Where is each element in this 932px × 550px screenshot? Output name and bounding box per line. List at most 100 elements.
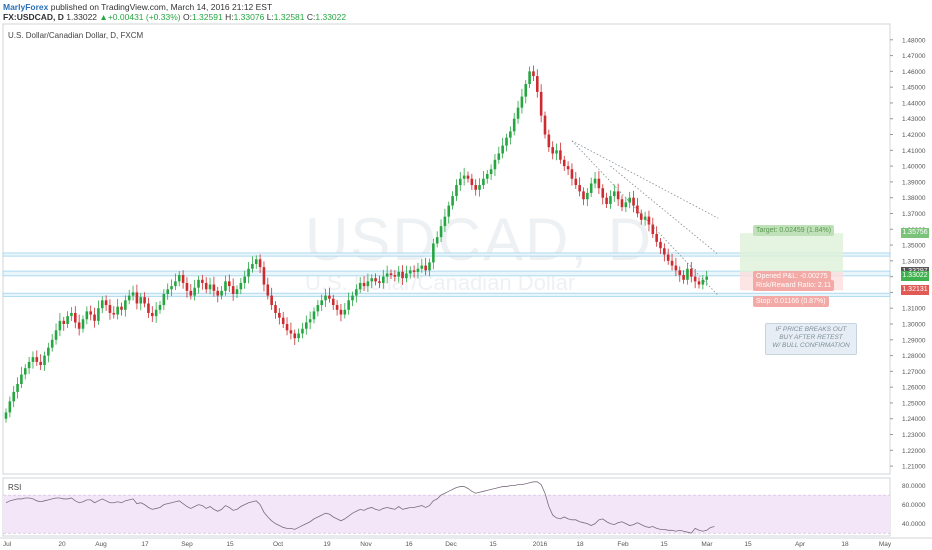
close-label: C: [306, 12, 316, 22]
candle-body [258, 259, 262, 268]
candle-body [439, 226, 443, 238]
price-axis-label: 1.27000 [902, 369, 926, 376]
candle-body [355, 289, 358, 296]
sr-zone [2, 270, 891, 277]
price-axis-label: 1.44000 [902, 100, 926, 107]
stop-annotation[interactable]: Stop: 0.01166 (0.87%) [753, 296, 829, 307]
candle-body [543, 115, 547, 135]
candle-body [139, 297, 143, 304]
x-axis-label: 18 [576, 541, 584, 548]
candle-body [586, 192, 589, 200]
candle-body [559, 150, 562, 160]
candle-body [459, 178, 462, 186]
risk-reward-annotation[interactable]: Risk/Reward Ratio: 2.11 [753, 280, 834, 291]
candle-body [74, 312, 77, 323]
candle-body [254, 259, 258, 264]
close-value: 1.33022 [315, 12, 347, 22]
candle-body [154, 309, 158, 317]
price-axis-label: 1.43000 [902, 116, 926, 123]
candle-body [482, 178, 485, 186]
high-value: 1.33076 [233, 12, 265, 22]
candle-body [77, 322, 81, 329]
candle-body [382, 276, 385, 283]
candle-body [659, 241, 662, 249]
rsi-axis-label: 40.0000 [902, 521, 926, 528]
author-link[interactable]: MarlyForex [3, 2, 49, 12]
target-annotation[interactable]: Target: 0.02459 (1.84%) [753, 225, 835, 236]
candle-body [23, 368, 27, 375]
price-axis-label: 1.30000 [902, 322, 926, 329]
publish-info: MarlyForex published on TradingView.com,… [3, 2, 272, 12]
candle-body [50, 339, 54, 348]
candle-body [593, 178, 597, 184]
candle-body [308, 319, 312, 323]
candle-body [89, 311, 92, 315]
sr-zone [2, 252, 891, 257]
price-tag: 1.33022 [901, 271, 929, 282]
candle-body [274, 305, 277, 313]
price-axis-label: 1.25000 [902, 400, 926, 407]
price-axis-label: 1.42000 [902, 132, 926, 139]
x-axis-label: 15 [660, 541, 668, 548]
candle-body [705, 276, 708, 280]
candle-body [628, 197, 631, 203]
candle-body [524, 84, 528, 97]
candle-body [451, 196, 454, 206]
candle-body [670, 260, 674, 266]
x-axis-label: Aug [95, 541, 107, 548]
candle-body [597, 178, 601, 189]
candle-body [447, 205, 451, 217]
candle-body [520, 96, 524, 108]
candle-body [170, 286, 173, 290]
candle-body [501, 145, 504, 154]
candle-body [201, 279, 204, 283]
x-axis-label: 20 [58, 541, 66, 548]
candle-body [278, 312, 281, 318]
candle-body [62, 320, 66, 324]
candle-body [362, 282, 366, 287]
candle-body [385, 273, 389, 277]
candle-body [85, 311, 89, 320]
chart-title: U.S. Dollar/Canadian Dollar, D, FXCM [8, 31, 144, 40]
candle-body [370, 278, 374, 282]
price-change: +0.00431 (+0.33%) [107, 12, 181, 22]
candle-body [235, 289, 239, 294]
x-axis-label: May [879, 541, 892, 548]
x-axis-label: 19 [323, 541, 331, 548]
candle-body [166, 289, 169, 294]
rsi-axis-label: 60.0000 [902, 502, 926, 509]
candle-body [578, 185, 581, 192]
x-axis-label: Sep [181, 541, 193, 548]
rsi-line [5, 481, 715, 534]
candle-body [39, 361, 42, 366]
price-axis-label: 1.39000 [902, 179, 926, 186]
x-axis-label: 15 [226, 541, 234, 548]
candle-body [343, 309, 347, 315]
price-axis-label: 1.29000 [902, 337, 926, 344]
comment-annotation[interactable]: IF PRICE BREAKS OUT BUY AFTER RETEST W/ … [765, 323, 857, 355]
candle-body [547, 134, 551, 148]
x-axis-label: Apr [795, 541, 806, 548]
price-axis-label: 1.35000 [902, 243, 926, 250]
x-axis-label: 18 [841, 541, 849, 548]
price-axis-label: 1.22000 [902, 448, 926, 455]
candle-body [393, 275, 397, 277]
price-axis-label: 1.23000 [902, 432, 926, 439]
candle-body [324, 295, 327, 301]
open-pl-annotation[interactable]: Opened P&L: -0.00275 [753, 271, 831, 282]
candle-body [616, 191, 620, 200]
candle-body [639, 213, 643, 220]
candle-body [189, 290, 193, 296]
candle-body [697, 281, 701, 285]
candle-body [147, 303, 150, 313]
candle-body [620, 199, 624, 208]
rsi-axis-label: 80.0000 [902, 483, 926, 490]
candle-body [320, 300, 323, 306]
candle-body [505, 137, 508, 146]
candle-body [216, 290, 220, 296]
x-axis-label: 2016 [533, 541, 548, 548]
candle-body [204, 282, 208, 290]
candle-body [378, 281, 381, 283]
x-axis-label: 15 [489, 541, 497, 548]
